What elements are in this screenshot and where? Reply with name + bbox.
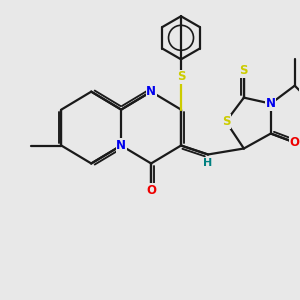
Text: N: N bbox=[266, 97, 276, 110]
Text: N: N bbox=[146, 85, 156, 98]
Text: S: S bbox=[177, 70, 185, 83]
Text: O: O bbox=[290, 136, 300, 149]
Text: H: H bbox=[203, 158, 213, 169]
Text: S: S bbox=[240, 64, 248, 77]
Text: S: S bbox=[222, 115, 230, 128]
Text: O: O bbox=[146, 184, 156, 197]
Text: N: N bbox=[116, 139, 126, 152]
